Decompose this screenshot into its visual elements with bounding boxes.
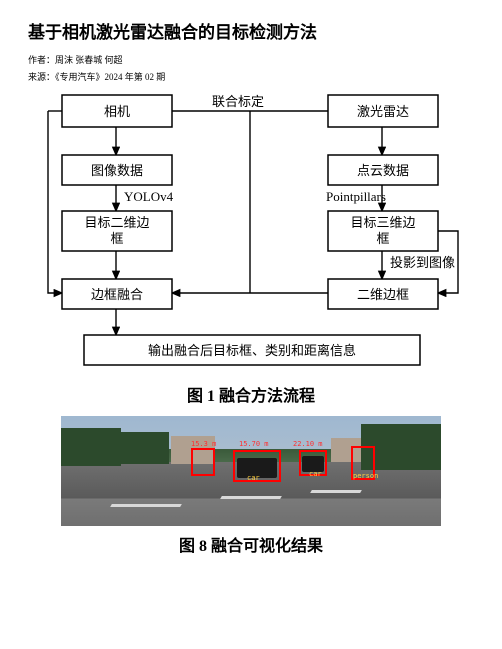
flow-label: 目标二维边 bbox=[84, 215, 149, 230]
flow-label: 框 bbox=[376, 231, 389, 246]
bbox bbox=[191, 448, 215, 476]
tree bbox=[61, 428, 121, 466]
flowchart-svg: 相机激光雷达图像数据点云数据目标二维边框目标三维边框边框融合二维边框输出融合后目… bbox=[28, 89, 468, 369]
figure-1-caption: 图 1 融合方法流程 bbox=[28, 382, 474, 406]
detection-label: 15.70 m bbox=[239, 440, 269, 448]
detection-label: car bbox=[309, 470, 322, 478]
flow-label: 框 bbox=[110, 231, 123, 246]
detection-label: car bbox=[247, 474, 260, 482]
source-line: 来源：《专用汽车》2024 年第 02 期 bbox=[28, 70, 474, 83]
flow-edge-label: 联合标定 bbox=[212, 94, 264, 109]
figure-8-photo: 15.3 m 15.70 m 22.10 m car car person bbox=[61, 416, 441, 526]
authors-text: 周沫 张春城 何超 bbox=[55, 55, 123, 65]
figure-8-photo-wrap: 15.3 m 15.70 m 22.10 m car car person bbox=[61, 416, 441, 526]
flow-edge-label: Pointpillars bbox=[326, 189, 386, 204]
lane bbox=[110, 504, 182, 507]
lane bbox=[220, 496, 282, 499]
source-label: 来源： bbox=[28, 72, 55, 82]
detection-label: 15.3 m bbox=[191, 440, 216, 448]
authors-label: 作者： bbox=[28, 55, 55, 65]
source-text: 《专用汽车》2024 年第 02 期 bbox=[55, 72, 165, 82]
lane bbox=[310, 490, 362, 493]
flow-edge-label: 投影到图像 bbox=[390, 255, 455, 270]
detection-label: 22.10 m bbox=[293, 440, 323, 448]
authors-line: 作者：周沫 张春城 何超 bbox=[28, 53, 474, 66]
figure-1-flowchart: 相机激光雷达图像数据点云数据目标二维边框目标三维边框边框融合二维边框输出融合后目… bbox=[28, 89, 474, 374]
flow-edge-label: YOLOv4 bbox=[124, 189, 174, 204]
detection-label: person bbox=[353, 472, 378, 480]
flow-label: 相机 bbox=[104, 104, 130, 119]
flow-label: 点云数据 bbox=[357, 163, 409, 178]
flow-label: 图像数据 bbox=[91, 163, 143, 178]
flow-label: 输出融合后目标框、类别和距离信息 bbox=[148, 343, 356, 358]
flow-edge bbox=[48, 111, 62, 293]
flow-label: 边框融合 bbox=[91, 287, 143, 302]
flow-label: 激光雷达 bbox=[357, 104, 409, 119]
page-title: 基于相机激光雷达融合的目标检测方法 bbox=[28, 18, 474, 43]
flow-label: 目标三维边 bbox=[350, 215, 415, 230]
figure-8-caption: 图 8 融合可视化结果 bbox=[28, 532, 474, 556]
flow-label: 二维边框 bbox=[357, 287, 409, 302]
tree bbox=[121, 432, 169, 464]
